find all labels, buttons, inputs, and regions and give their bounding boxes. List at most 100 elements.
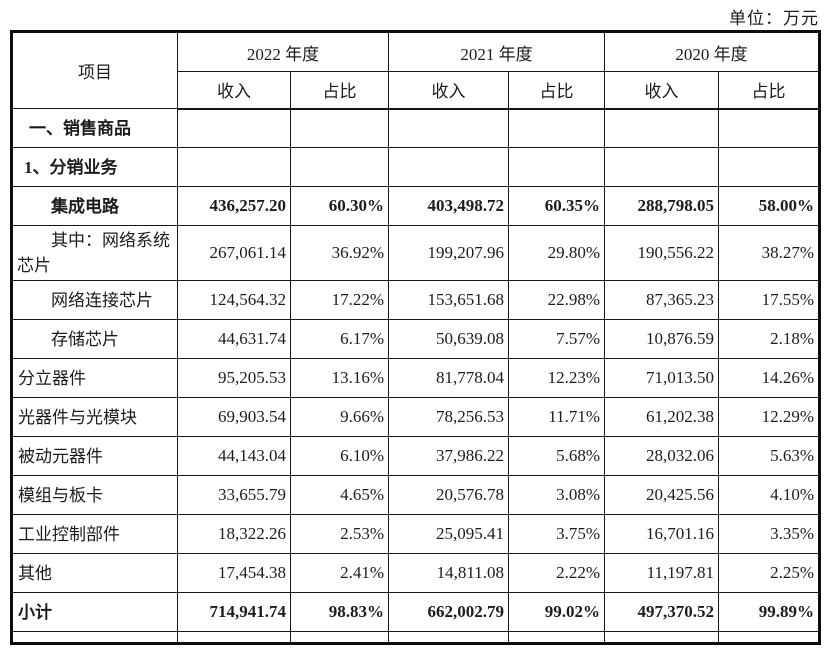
item-cell: 其中：网络系统芯片	[11, 225, 178, 281]
revenue-cell: 71,013.50	[604, 358, 719, 398]
proportion-cell: 14.26%	[718, 358, 820, 398]
revenue-cell: 10,876.59	[604, 319, 719, 359]
revenue-cell: 288,798.05	[604, 186, 719, 226]
item-cell: 被动元器件	[11, 436, 178, 476]
proportion-header-2022: 占比	[290, 71, 389, 110]
proportion-cell	[290, 108, 389, 148]
item-cell: 光器件与光模块	[11, 397, 178, 437]
revenue-cell: 37,986.22	[388, 436, 509, 476]
revenue-cell: 403,498.72	[388, 186, 509, 226]
revenue-cell: 124,564.32	[177, 280, 291, 320]
revenue-header-2021: 收入	[388, 71, 509, 110]
revenue-cell: 44,631.74	[177, 319, 291, 359]
proportion-cell: 6.10%	[290, 436, 389, 476]
revenue-cell: 14,811.08	[388, 553, 509, 593]
revenue-cell	[388, 108, 509, 148]
proportion-cell: 3.75%	[508, 514, 605, 554]
table-row: 光器件与光模块 69,903.54 9.66% 78,256.53 11.71% 61,2…	[11, 397, 820, 437]
table-row: 工业控制部件 18,322.26 2.53% 25,095.41 3.75% 16,701…	[11, 514, 820, 554]
proportion-cell: 60.30%	[290, 186, 389, 226]
proportion-cell	[718, 108, 820, 148]
revenue-cell: 436,257.20	[177, 186, 291, 226]
revenue-cell: 33,655.79	[177, 475, 291, 515]
proportion-cell: 7.57%	[508, 319, 605, 359]
empty-cell	[11, 631, 178, 644]
table-row: 存储芯片 44,631.74 6.17% 50,639.08 7.57% 10,876.5…	[11, 319, 820, 359]
proportion-cell	[718, 147, 820, 187]
proportion-cell: 13.16%	[290, 358, 389, 398]
revenue-cell: 17,454.38	[177, 553, 291, 593]
table-row: 一、销售商品	[11, 108, 820, 148]
revenue-cell: 190,556.22	[604, 225, 719, 281]
revenue-cell: 662,002.79	[388, 592, 509, 632]
revenue-cell: 69,903.54	[177, 397, 291, 437]
proportion-cell: 17.55%	[718, 280, 820, 320]
revenue-cell	[177, 108, 291, 148]
item-cell: 网络连接芯片	[11, 280, 178, 320]
proportion-cell	[508, 108, 605, 148]
table-row: 其他 17,454.38 2.41% 14,811.08 2.22% 11,197.81 2…	[11, 553, 820, 593]
revenue-cell: 11,197.81	[604, 553, 719, 593]
item-cell: 分立器件	[11, 358, 178, 398]
revenue-cell: 20,425.56	[604, 475, 719, 515]
proportion-cell	[508, 147, 605, 187]
revenue-breakdown-table: 项目 2022 年度 2021 年度 2020 年度 收入 占比 收入 占比 收…	[10, 30, 821, 645]
revenue-cell: 81,778.04	[388, 358, 509, 398]
proportion-cell: 98.83%	[290, 592, 389, 632]
unit-label: 单位：万元	[729, 9, 819, 28]
proportion-cell: 4.65%	[290, 475, 389, 515]
proportion-cell: 99.89%	[718, 592, 820, 632]
proportion-cell: 60.35%	[508, 186, 605, 226]
item-cell: 模组与板卡	[11, 475, 178, 515]
year-header-2020: 2020 年度	[604, 31, 820, 72]
table-row: 1、分销业务	[11, 147, 820, 187]
table-header: 项目 2022 年度 2021 年度 2020 年度 收入 占比 收入 占比 收…	[11, 31, 820, 110]
revenue-cell	[177, 147, 291, 187]
proportion-cell: 12.23%	[508, 358, 605, 398]
proportion-cell: 29.80%	[508, 225, 605, 281]
proportion-cell: 22.98%	[508, 280, 605, 320]
revenue-cell: 44,143.04	[177, 436, 291, 476]
revenue-header-2022: 收入	[177, 71, 291, 110]
empty-cell	[508, 631, 605, 644]
item-cell: 集成电路	[11, 186, 178, 226]
table-row: 模组与板卡 33,655.79 4.65% 20,576.78 3.08% 20,425.…	[11, 475, 820, 515]
proportion-cell: 2.18%	[718, 319, 820, 359]
item-cell: 存储芯片	[11, 319, 178, 359]
empty-cell	[388, 631, 509, 644]
proportion-cell: 9.66%	[290, 397, 389, 437]
revenue-cell: 16,701.16	[604, 514, 719, 554]
empty-cell	[718, 631, 820, 644]
revenue-cell: 78,256.53	[388, 397, 509, 437]
item-cell: 1、分销业务	[11, 147, 178, 187]
partial-row	[11, 631, 820, 644]
proportion-cell: 2.25%	[718, 553, 820, 593]
proportion-cell: 12.29%	[718, 397, 820, 437]
revenue-cell: 25,095.41	[388, 514, 509, 554]
proportion-header-2021: 占比	[508, 71, 605, 110]
proportion-cell: 4.10%	[718, 475, 820, 515]
table-row: 网络连接芯片 124,564.32 17.22% 153,651.68 22.98% 87…	[11, 280, 820, 320]
revenue-cell: 267,061.14	[177, 225, 291, 281]
revenue-cell	[604, 108, 719, 148]
item-column-header: 项目	[11, 31, 178, 109]
proportion-cell: 3.35%	[718, 514, 820, 554]
proportion-cell: 2.22%	[508, 553, 605, 593]
proportion-cell: 36.92%	[290, 225, 389, 281]
revenue-cell: 199,207.96	[388, 225, 509, 281]
proportion-cell: 11.71%	[508, 397, 605, 437]
table-body: 一、销售商品 1、分销业务 集成电路 436,257.20 60.30% 403,498.…	[11, 108, 820, 644]
revenue-cell	[388, 147, 509, 187]
proportion-cell: 5.63%	[718, 436, 820, 476]
item-cell: 其他	[11, 553, 178, 593]
revenue-cell: 87,365.23	[604, 280, 719, 320]
revenue-cell: 95,205.53	[177, 358, 291, 398]
revenue-cell: 153,651.68	[388, 280, 509, 320]
revenue-cell: 20,576.78	[388, 475, 509, 515]
revenue-cell: 18,322.26	[177, 514, 291, 554]
table-row: 被动元器件 44,143.04 6.10% 37,986.22 5.68% 28,032.…	[11, 436, 820, 476]
revenue-cell: 61,202.38	[604, 397, 719, 437]
empty-cell	[604, 631, 719, 644]
proportion-cell: 3.08%	[508, 475, 605, 515]
proportion-cell: 17.22%	[290, 280, 389, 320]
